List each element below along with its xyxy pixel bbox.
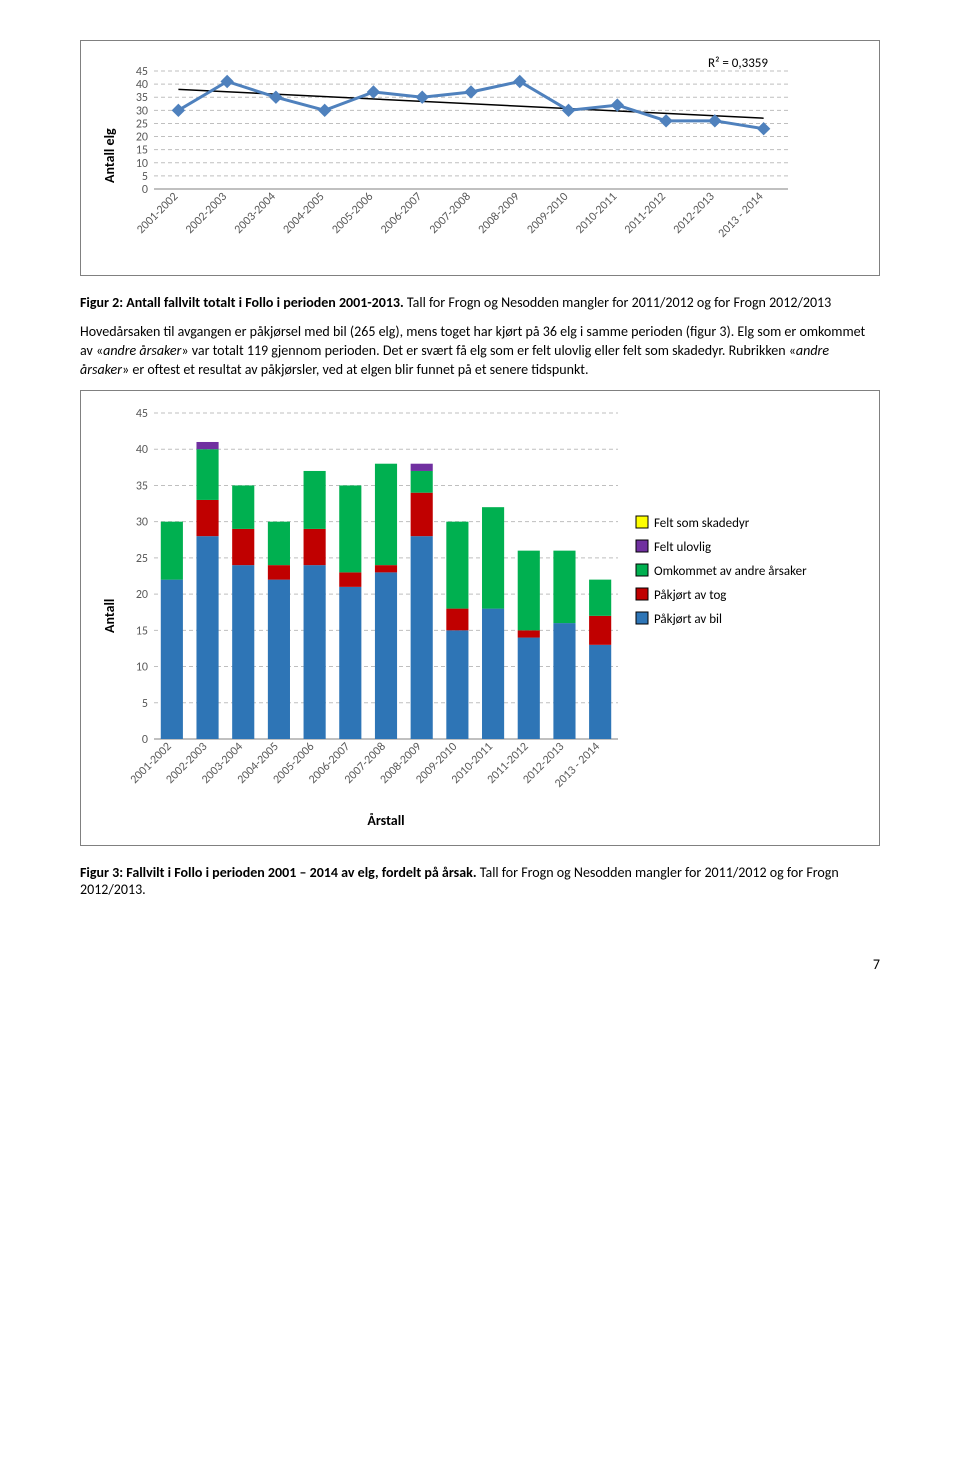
chart1-ylabel: Antall elg xyxy=(97,51,118,261)
figure2-caption-rest: Tall for Frogn og Nesodden mangler for 2… xyxy=(407,294,831,311)
svg-text:Felt som skadedyr: Felt som skadedyr xyxy=(654,516,750,531)
figure3-caption: Figur 3: Fallvilt i Follo i perioden 200… xyxy=(80,864,880,898)
svg-text:15: 15 xyxy=(136,624,148,638)
svg-text:30: 30 xyxy=(136,104,148,118)
svg-text:40: 40 xyxy=(136,78,148,92)
svg-text:45: 45 xyxy=(136,65,148,79)
body-italic-1: andre årsaker xyxy=(103,342,181,359)
svg-text:2007-2008: 2007-2008 xyxy=(427,190,474,237)
svg-text:Påkjørt av bil: Påkjørt av bil xyxy=(654,612,722,627)
svg-text:20: 20 xyxy=(136,131,148,145)
chart2-container: Antall 0510152025303540452001-20022002-2… xyxy=(80,390,880,846)
svg-text:45: 45 xyxy=(136,407,148,421)
svg-text:2002-2003: 2002-2003 xyxy=(183,190,230,237)
svg-text:2009-2010: 2009-2010 xyxy=(524,190,571,237)
figure2-caption: Figur 2: Antall fallvilt totalt i Follo … xyxy=(80,294,880,311)
svg-text:Felt ulovlig: Felt ulovlig xyxy=(654,540,711,555)
svg-text:30: 30 xyxy=(136,515,148,529)
svg-text:Påkjørt av tog: Påkjørt av tog xyxy=(654,588,726,603)
figure3-caption-bold: Figur 3: Fallvilt i Follo i perioden 200… xyxy=(80,864,480,881)
svg-text:25: 25 xyxy=(136,117,148,131)
figure2-caption-bold: Figur 2: Antall fallvilt totalt i Follo … xyxy=(80,294,407,311)
svg-text:5: 5 xyxy=(142,170,148,184)
svg-text:5: 5 xyxy=(142,696,148,710)
chart2-ylabel: Antall xyxy=(97,401,118,831)
body-text-3: » er oftest et resultat av påkjørsler, v… xyxy=(122,361,588,378)
svg-text:20: 20 xyxy=(136,588,148,602)
chart1-plot: 0510152025303540452001-20022002-20032003… xyxy=(118,51,798,261)
svg-text:2006-2007: 2006-2007 xyxy=(378,190,425,237)
svg-text:15: 15 xyxy=(136,144,148,158)
svg-text:2005-2006: 2005-2006 xyxy=(329,190,376,237)
svg-text:35: 35 xyxy=(136,91,148,105)
svg-text:2012-2013: 2012-2013 xyxy=(671,190,718,237)
chart2-plot: 0510152025303540452001-20022002-20032003… xyxy=(118,401,828,831)
svg-text:2004-2005: 2004-2005 xyxy=(281,190,328,237)
body-text-2: » var totalt 119 gjennom perioden. Det e… xyxy=(181,342,796,359)
svg-text:0: 0 xyxy=(142,733,148,747)
svg-text:40: 40 xyxy=(136,443,148,457)
svg-text:Årstall: Årstall xyxy=(367,812,404,829)
page-number: 7 xyxy=(0,936,960,997)
svg-text:2011-2012: 2011-2012 xyxy=(622,190,669,237)
svg-text:2010-2011: 2010-2011 xyxy=(573,190,620,237)
svg-text:10: 10 xyxy=(136,157,148,171)
svg-text:2008-2009: 2008-2009 xyxy=(476,190,523,237)
svg-text:0: 0 xyxy=(142,183,148,197)
svg-text:35: 35 xyxy=(136,479,148,493)
svg-text:Omkommet av andre årsaker: Omkommet av andre årsaker xyxy=(654,564,807,579)
chart1-container: Antall elg 0510152025303540452001-200220… xyxy=(80,40,880,276)
svg-text:R² = 0,3359: R² = 0,3359 xyxy=(708,56,768,71)
svg-text:2003-2004: 2003-2004 xyxy=(232,190,279,237)
body-paragraph: Hovedårsaken til avgangen er påkjørsel m… xyxy=(80,323,880,380)
svg-text:25: 25 xyxy=(136,552,148,566)
svg-text:2013 - 2014: 2013 - 2014 xyxy=(716,190,767,241)
svg-text:10: 10 xyxy=(136,660,148,674)
